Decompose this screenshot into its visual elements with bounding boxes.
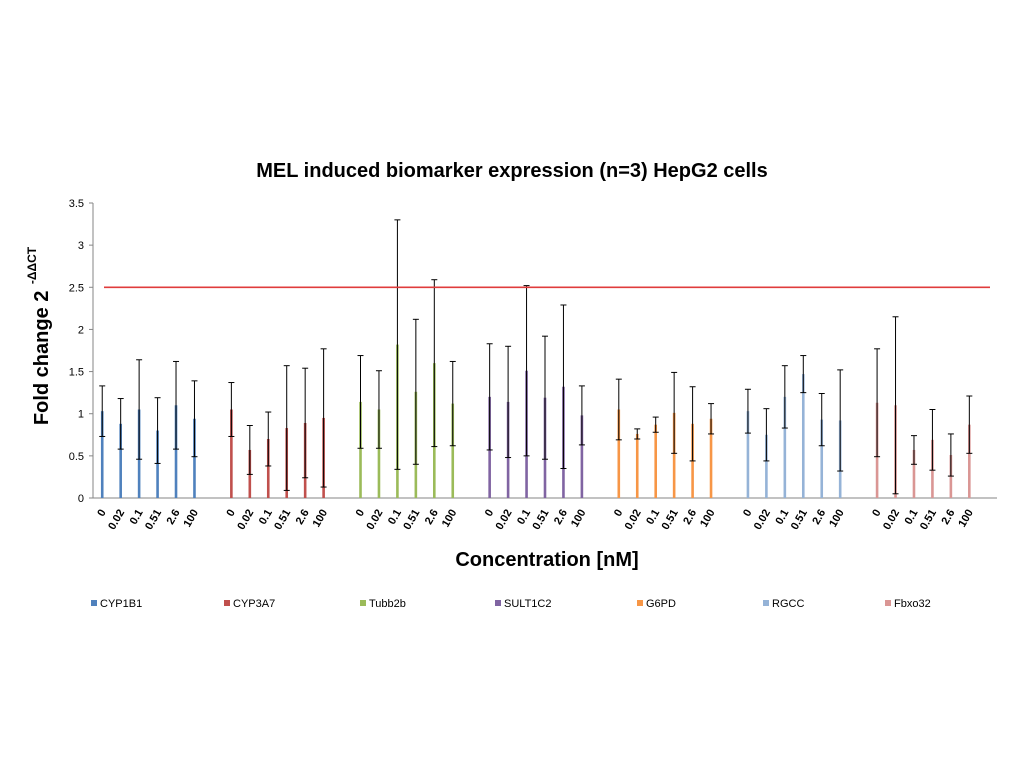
chart-title: MEL induced biomarker expression (n=3) H… [256, 160, 767, 182]
legend-label: CYP1B1 [100, 598, 142, 610]
x-tick-label: 0.02 [364, 508, 385, 533]
legend-swatch-fbxo32 [885, 600, 891, 606]
y-tick-label: 1 [78, 409, 84, 421]
x-tick-label: 0.51 [660, 508, 681, 533]
legend-swatch-g6pd [637, 600, 643, 606]
bar-tubb2b-0 [359, 401, 362, 498]
legend-swatch-cyp1b1 [91, 600, 97, 606]
x-tick-label: 100 [827, 508, 847, 530]
bar-cyp3a7-0 [230, 409, 233, 498]
bar-rgcc-0.1 [783, 396, 787, 498]
x-tick-label: 0 [870, 508, 883, 519]
y-axis-superscript: -ΔΔCT [25, 246, 39, 284]
legend-label: Fbxo32 [894, 598, 931, 610]
y-axis-label: Fold change 2 [31, 291, 53, 425]
bar-cyp3a7-0.1 [266, 439, 270, 498]
x-tick-label: 2.6 [294, 508, 312, 527]
x-tick-label: 0.02 [106, 508, 127, 533]
x-tick-label: 0 [95, 508, 108, 519]
x-tick-label: 100 [569, 508, 589, 530]
bar-g6pd-0.51 [672, 412, 676, 498]
y-tick-label: 2 [78, 324, 84, 336]
x-axis-title: Concentration [nM] [455, 549, 638, 571]
bar-cyp1b1-0.02 [119, 423, 122, 498]
bar-g6pd-0.1 [654, 424, 657, 498]
legend-label: RGCC [772, 598, 804, 610]
x-tick-label: 0 [354, 508, 367, 519]
error-bars [99, 219, 973, 495]
bar-rgcc-0.02 [765, 434, 768, 498]
y-tick-label: 3 [78, 240, 84, 252]
y-ticks: 0 0.5 1 1.5 2 2.5 3 3.5 [69, 198, 93, 505]
x-tick-label: 0.1 [128, 508, 146, 527]
legend-swatch-rgcc [763, 600, 769, 606]
bar-sult1c2-100 [580, 415, 584, 498]
y-tick-label: 3.5 [69, 198, 84, 210]
x-tick-label: 0.02 [235, 508, 256, 533]
legend-swatch-cyp3a7 [224, 600, 230, 606]
bar-tubb2b-100 [451, 403, 455, 498]
bar-cyp1b1-100 [193, 418, 196, 498]
x-tick-label: 2.6 [681, 508, 699, 527]
bar-rgcc-2.6 [820, 419, 824, 498]
x-tick-label: 0.1 [386, 508, 404, 527]
x-tick-label: 2.6 [423, 508, 441, 527]
x-tick-label: 2.6 [810, 508, 828, 527]
bar-g6pd-0.02 [635, 433, 639, 498]
x-tick-label: 0.1 [773, 508, 791, 527]
x-tick-label: 0.02 [752, 508, 773, 533]
legend-label: G6PD [646, 598, 676, 610]
bar-fbxo32-0.1 [912, 449, 916, 498]
x-tick-label: 100 [311, 508, 331, 530]
x-tick-label: 0.51 [272, 508, 293, 533]
x-tick-label: 0.02 [494, 508, 515, 533]
x-tick-label: 0.51 [918, 508, 939, 533]
bar-rgcc-0 [746, 411, 750, 498]
legend-label: SULT1C2 [504, 598, 551, 610]
x-tick-label: 0 [483, 508, 496, 519]
x-tick-label: 0 [612, 508, 625, 519]
x-tick-label: 100 [181, 508, 201, 530]
y-tick-label: 2.5 [69, 282, 84, 294]
x-tick-label: 100 [956, 508, 976, 530]
y-tick-label: 0 [78, 493, 84, 505]
bar-g6pd-100 [709, 418, 713, 498]
x-tick-label: 0.1 [515, 508, 533, 527]
x-tick-label: 0.51 [401, 508, 422, 533]
x-tick-label: 2.6 [165, 508, 183, 527]
x-tick-label: 0.02 [623, 508, 644, 533]
bar-tubb2b-0.02 [377, 409, 381, 498]
x-tick-label: 0.51 [143, 508, 164, 533]
x-tick-label: 100 [440, 508, 460, 530]
x-tick-label: 0.51 [530, 508, 551, 533]
legend-label: CYP3A7 [233, 598, 275, 610]
x-tick-label: 0.1 [903, 508, 921, 527]
x-tick-label: 0.1 [644, 508, 662, 527]
x-tick-label: 0 [225, 508, 238, 519]
bar-fbxo32-100 [968, 424, 971, 498]
y-axis-title: Fold change 2 -ΔΔCT [25, 246, 53, 425]
y-tick-label: 1.5 [69, 367, 84, 379]
bar-cyp1b1-2.6 [174, 405, 178, 498]
bar-rgcc-0.51 [801, 374, 805, 498]
y-tick-label: 0.5 [69, 451, 84, 463]
x-tick-label: 0 [741, 508, 754, 519]
legend-label: Tubb2b [369, 598, 406, 610]
svg-text:Fold change 2 -ΔΔCT: Fold change 2 -ΔΔCT [25, 246, 53, 425]
bar-g6pd-0 [617, 409, 621, 498]
x-tick-label: 0.51 [789, 508, 810, 533]
legend: CYP1B1 CYP3A7 Tubb2b SULT1C2 G6PD RGCC Fbxo32 [91, 598, 931, 610]
bar-cyp1b1-0 [100, 411, 104, 498]
x-tick-label: 2.6 [552, 508, 570, 527]
legend-swatch-tubb2b [360, 600, 366, 606]
x-tick-label: 0.02 [881, 508, 902, 533]
bar-cyp1b1-0.51 [156, 430, 159, 498]
x-tick-label: 0.1 [257, 508, 275, 527]
x-tick-label: 2.6 [939, 508, 957, 527]
legend-swatch-sult1c2 [495, 600, 501, 606]
x-tick-label: 100 [698, 508, 718, 530]
